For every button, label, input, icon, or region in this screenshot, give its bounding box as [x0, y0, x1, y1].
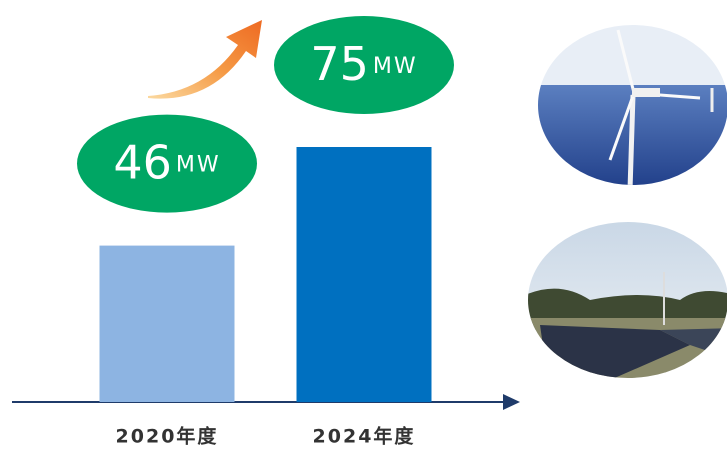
value-label-bubble — [77, 114, 257, 213]
x-tick-label: 2024年度 — [313, 425, 416, 448]
wind-photo — [538, 25, 727, 185]
growth-arrow — [148, 20, 262, 99]
x-axis-arrow — [503, 394, 520, 410]
solar-photo — [528, 222, 727, 378]
value-label-bubble — [274, 16, 454, 114]
bar — [99, 245, 235, 402]
value-label: 75 MW — [310, 37, 417, 91]
x-tick-label: 2020年度 — [116, 425, 219, 448]
value-label: 46 MW — [113, 135, 220, 189]
bar — [296, 147, 432, 402]
